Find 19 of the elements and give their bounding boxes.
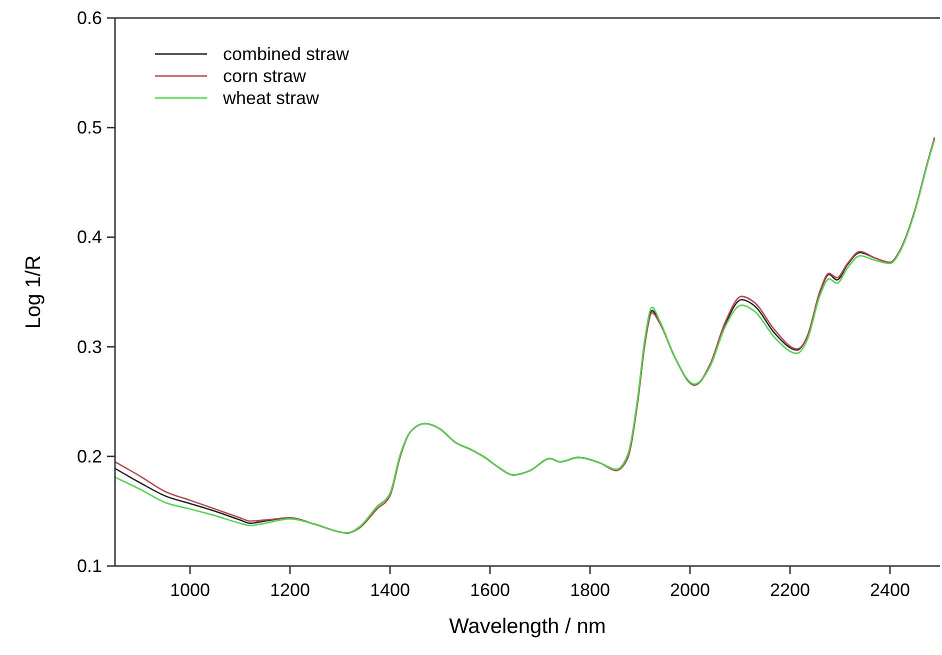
legend-label: wheat straw bbox=[222, 88, 320, 108]
x-tick-label: 2200 bbox=[770, 580, 810, 600]
y-tick-label: 0.4 bbox=[76, 227, 102, 248]
y-tick-label: 0.1 bbox=[76, 556, 102, 576]
x-tick-label: 2400 bbox=[870, 580, 910, 600]
x-tick-label: 1200 bbox=[270, 580, 310, 600]
x-tick-label: 1800 bbox=[570, 580, 610, 600]
x-tick-label: 1000 bbox=[170, 580, 210, 600]
y-tick-label: 0.2 bbox=[76, 446, 102, 466]
x-tick-label: 1600 bbox=[470, 580, 510, 600]
y-tick-label: 0.5 bbox=[76, 118, 102, 138]
legend-label: corn straw bbox=[223, 66, 308, 86]
x-axis-title: Wavelength / nm bbox=[449, 615, 606, 638]
x-tick-label: 2000 bbox=[670, 580, 710, 600]
y-tick-label: 0.3 bbox=[76, 336, 102, 357]
y-axis-title: Log 1/R bbox=[22, 255, 45, 329]
x-tick-label: 1400 bbox=[370, 580, 410, 600]
legend-label: combined straw bbox=[223, 44, 350, 64]
y-tick-label: 0.6 bbox=[76, 8, 102, 28]
